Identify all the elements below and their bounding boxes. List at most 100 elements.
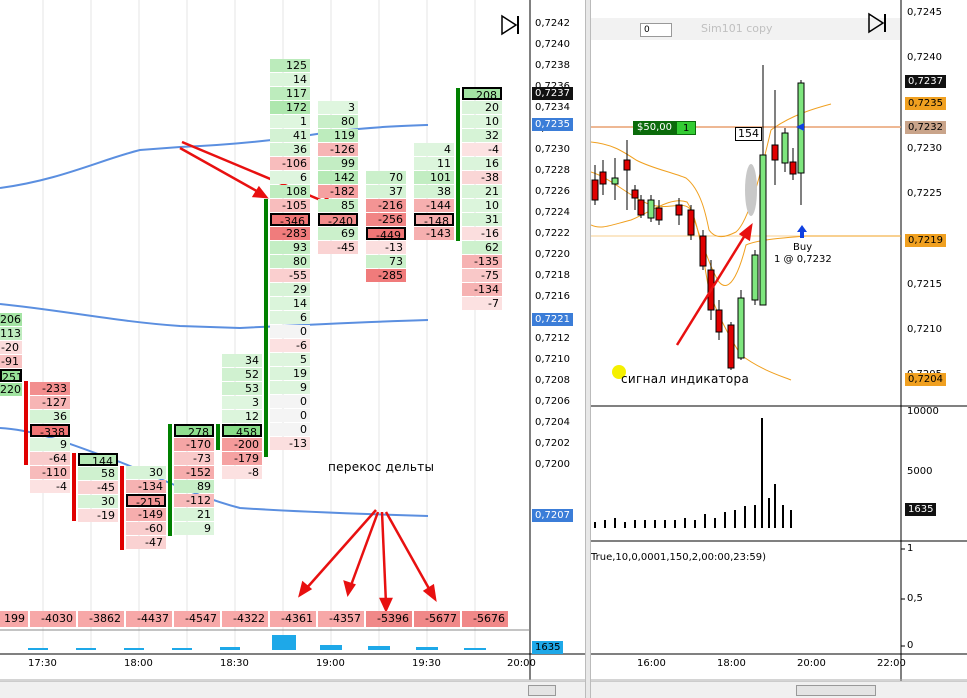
left-price-label: 0,7228 (535, 165, 570, 176)
right-price-label: 0,7245 (907, 7, 942, 18)
scroll-end-icon (501, 14, 519, 36)
footprint-cell: 101 (414, 171, 454, 184)
footprint-cell: 14 (270, 297, 310, 310)
delta-total-cell: -5676 (462, 611, 508, 627)
footprint-cell: -134 (462, 283, 502, 296)
footprint-cell: -6 (270, 339, 310, 352)
buy-detail-label: 1 @ 0,7232 (774, 254, 832, 265)
footprint-cell: 34 (222, 354, 262, 367)
indicator-params: True,10,0,0001,150,2,00:00,23:59) (591, 552, 767, 563)
right-price-label: 0,7230 (907, 142, 942, 154)
panel-divider[interactable] (585, 0, 591, 698)
footprint-cell: 113 (0, 327, 22, 340)
left-upper-band-tag: 0,7235 (532, 118, 573, 131)
delta-total-cell: -3862 (78, 611, 124, 627)
left-price-label: 0,7242 (535, 18, 570, 29)
signal-marker (745, 164, 757, 216)
footprint-cell: -75 (462, 269, 502, 282)
footprint-cell: -285 (366, 269, 406, 282)
indicator-label-05: 0,5 (907, 593, 923, 604)
left-price-label: 0,7240 (535, 39, 570, 50)
footprint-cell: 93 (270, 241, 310, 254)
footprint-cell: -152 (174, 466, 214, 479)
left-time-label: 17:30 (28, 658, 57, 669)
right-last-price-tag: 0,7237 (905, 75, 946, 88)
footprint-cell: 220 (0, 383, 22, 396)
right-scrollbar[interactable] (591, 681, 967, 698)
footprint-cell: 62 (462, 241, 502, 254)
right-lower-band-tag: 0,7204 (905, 373, 946, 386)
footprint-cell: -47 (126, 536, 166, 549)
signal-annotation: сигнал индикатора (621, 372, 750, 386)
footprint-cell: -4 (30, 480, 70, 493)
footprint-cell: 0 (270, 409, 310, 422)
footprint-cell: 458 (222, 424, 262, 439)
left-price-label: 0,7210 (535, 354, 570, 365)
footprint-cell: -4 (462, 143, 502, 156)
footprint-cell: -45 (78, 481, 118, 494)
footprint-cell: 3 (318, 101, 358, 114)
candlestick-chart[interactable]: 0 Sim101 copy 0,7245 0,7240 0,7235 0,7230 0,… (591, 0, 967, 698)
account-value-field[interactable]: 0 (640, 23, 672, 37)
delta-total-cell: -4547 (174, 611, 220, 627)
footprint-cell: 3 (222, 396, 262, 409)
footprint-cell: 21 (174, 508, 214, 521)
right-time-label: 20:00 (797, 658, 826, 669)
left-price-label: 0,7208 (535, 375, 570, 386)
footprint-cell: 9 (174, 522, 214, 535)
left-time-label: 20:00 (507, 658, 536, 669)
footprint-cell: 125 (270, 59, 310, 72)
left-price-label: 0,7212 (535, 333, 570, 344)
right-price-label: 0,7215 (907, 278, 942, 290)
left-price-label: 0,7236 (535, 81, 570, 92)
footprint-cell: 208 (462, 87, 502, 102)
footprint-cell: 108 (270, 185, 310, 198)
footprint-cell: 9 (270, 381, 310, 394)
footprint-cell: -91 (0, 355, 22, 368)
footprint-cell: 58 (78, 467, 118, 480)
volume-label-5000: 5000 (907, 466, 933, 477)
footprint-cell: -216 (366, 199, 406, 212)
footprint-cell: 0 (270, 423, 310, 436)
delta-total-cell: -4030 (30, 611, 76, 627)
footprint-cell: 19 (270, 367, 310, 380)
footprint-cell: -45 (318, 241, 358, 254)
footprint-cell: 20 (462, 101, 502, 114)
left-price-label: 0,7220 (535, 249, 570, 260)
footprint-cell: -8 (222, 466, 262, 479)
footprint-cell: 30 (78, 495, 118, 508)
footprint-cell: 73 (366, 255, 406, 268)
order-price-button[interactable]: $50,00 1 (633, 121, 697, 135)
footprint-cell: 32 (462, 129, 502, 142)
footprint-cell: -182 (318, 185, 358, 198)
footprint-cell: 5 (270, 353, 310, 366)
footprint-cell: -60 (126, 522, 166, 535)
right-time-label: 22:00 (877, 658, 906, 669)
left-price-label: 0,7204 (535, 417, 570, 428)
footprint-cell: 119 (318, 129, 358, 142)
account-name-label[interactable]: Sim101 copy (701, 22, 773, 35)
footprint-cell: -144 (414, 199, 454, 212)
left-price-label: 0,7230 (535, 144, 570, 155)
delta-total-cell: -4357 (318, 611, 364, 627)
footprint-cell: -346 (270, 213, 310, 228)
left-volume-tag: 1635 (532, 641, 564, 654)
footprint-cell: 31 (462, 213, 502, 226)
footprint-cell: 30 (126, 466, 166, 479)
right-time-label: 18:00 (717, 658, 746, 669)
footprint-cell: -13 (366, 241, 406, 254)
volume-label-10000: 10000 (907, 406, 939, 417)
right-scrollbar-thumb[interactable] (796, 685, 876, 696)
footprint-cell: -105 (270, 199, 310, 212)
left-scrollbar[interactable] (0, 681, 585, 698)
footprint-cell: 9 (30, 438, 70, 451)
left-time-label: 19:00 (316, 658, 345, 669)
delta-total-cell: 199 (0, 611, 28, 627)
footprint-cell: -449 (366, 227, 406, 242)
footprint-chart[interactable]: 206 113 -20 -91 251 220 -233 -127 36 -338 9 -64 -110… (0, 0, 585, 698)
left-mid-band-tag: 0,7221 (532, 313, 573, 326)
scrollbar-thumb[interactable] (528, 685, 556, 696)
left-last-price-tag: 0,7237 (532, 87, 573, 100)
footprint-cell: -170 (174, 438, 214, 451)
left-price-label: 0,7234 (535, 102, 570, 113)
